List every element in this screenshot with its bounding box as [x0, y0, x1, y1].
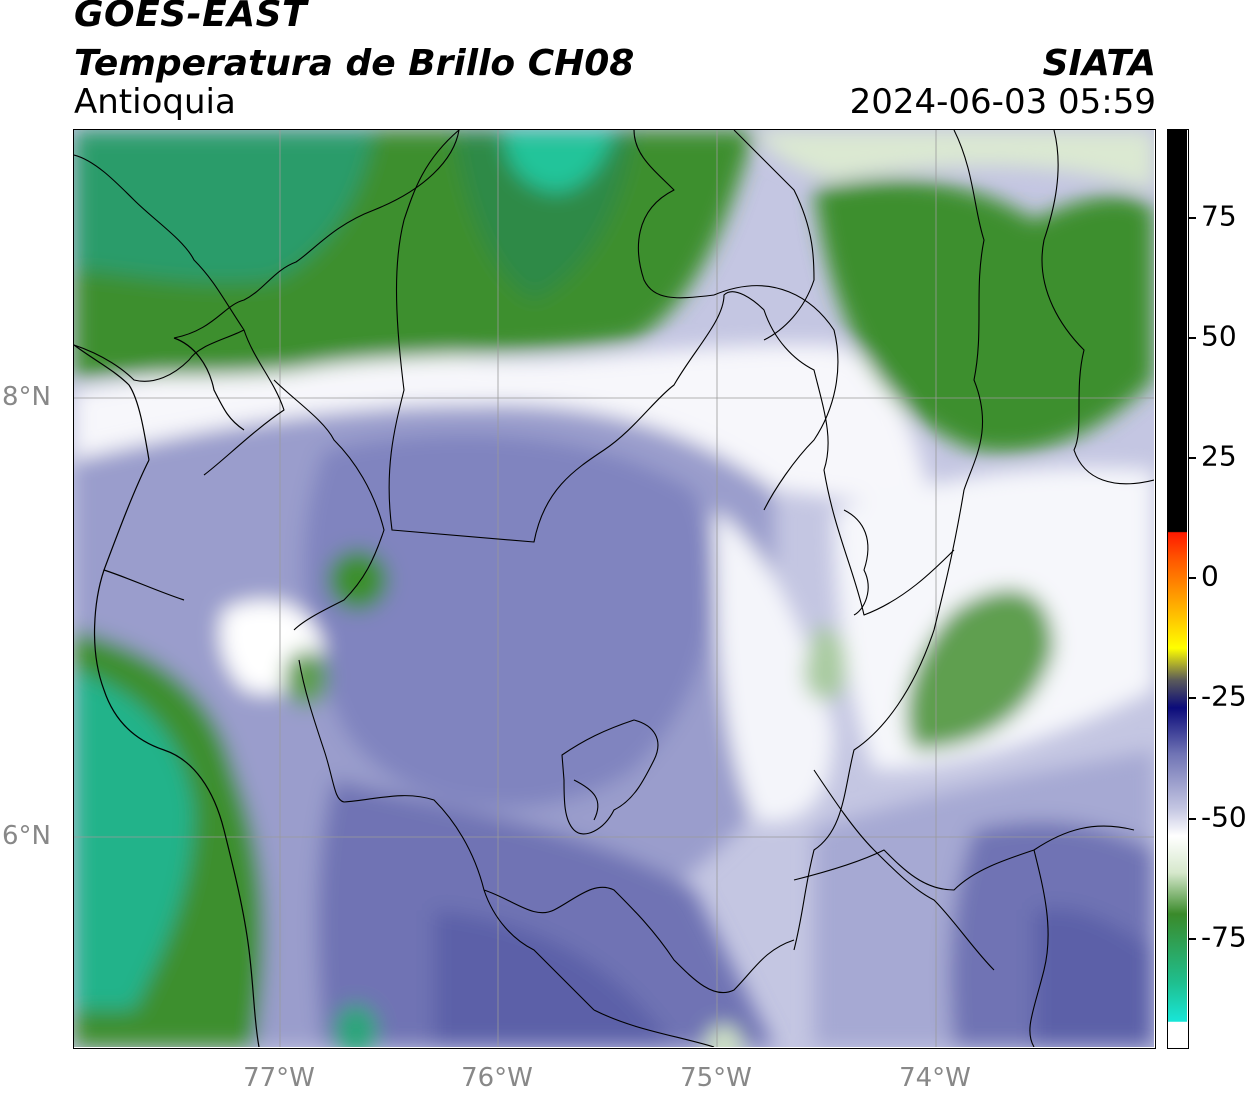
- colorbar-tick: [1189, 337, 1196, 339]
- lat-label-6n: 6°N: [2, 821, 51, 851]
- product-title: Temperatura de Brillo CH08: [74, 43, 635, 84]
- colorbar-label-minus25: -25: [1201, 679, 1247, 713]
- colorbar-label-minus50: -50: [1201, 800, 1247, 834]
- colorbar-label-25: 25: [1201, 439, 1237, 473]
- colorbar-tick: [1189, 577, 1196, 579]
- colorbar-gradient: [1168, 130, 1187, 1047]
- lon-label-75w: 75°W: [680, 1063, 752, 1093]
- colorbar-tick: [1189, 457, 1196, 459]
- colorbar-label-75: 75: [1201, 199, 1237, 233]
- lon-label-74w: 74°W: [899, 1063, 971, 1093]
- datetime-label: 2024-06-03 05:59: [849, 82, 1156, 122]
- admin-boundaries: [74, 130, 1154, 1047]
- coastline: [74, 337, 260, 1047]
- colorbar-tick: [1189, 818, 1196, 820]
- map-panel[interactable]: [73, 129, 1156, 1049]
- colorbar-label-50: 50: [1201, 319, 1237, 353]
- graticule: [74, 130, 1154, 1047]
- satellite-title: GOES-EAST: [74, 0, 308, 35]
- colorbar: [1167, 129, 1189, 1049]
- colorbar-tick: [1189, 697, 1196, 699]
- colorbar-label-0: 0: [1201, 559, 1219, 593]
- colorbar-tick: [1189, 217, 1196, 219]
- lat-label-8n: 8°N: [2, 382, 51, 412]
- lon-label-76w: 76°W: [461, 1063, 533, 1093]
- colorbar-label-minus75: -75: [1201, 920, 1247, 954]
- region-label: Antioquia: [74, 82, 236, 122]
- institution-label: SIATA: [1042, 43, 1156, 84]
- cloud-field: [74, 130, 1154, 1047]
- lon-label-77w: 77°W: [243, 1063, 315, 1093]
- brightness-temperature-map: [74, 130, 1154, 1047]
- colorbar-tick: [1189, 938, 1196, 940]
